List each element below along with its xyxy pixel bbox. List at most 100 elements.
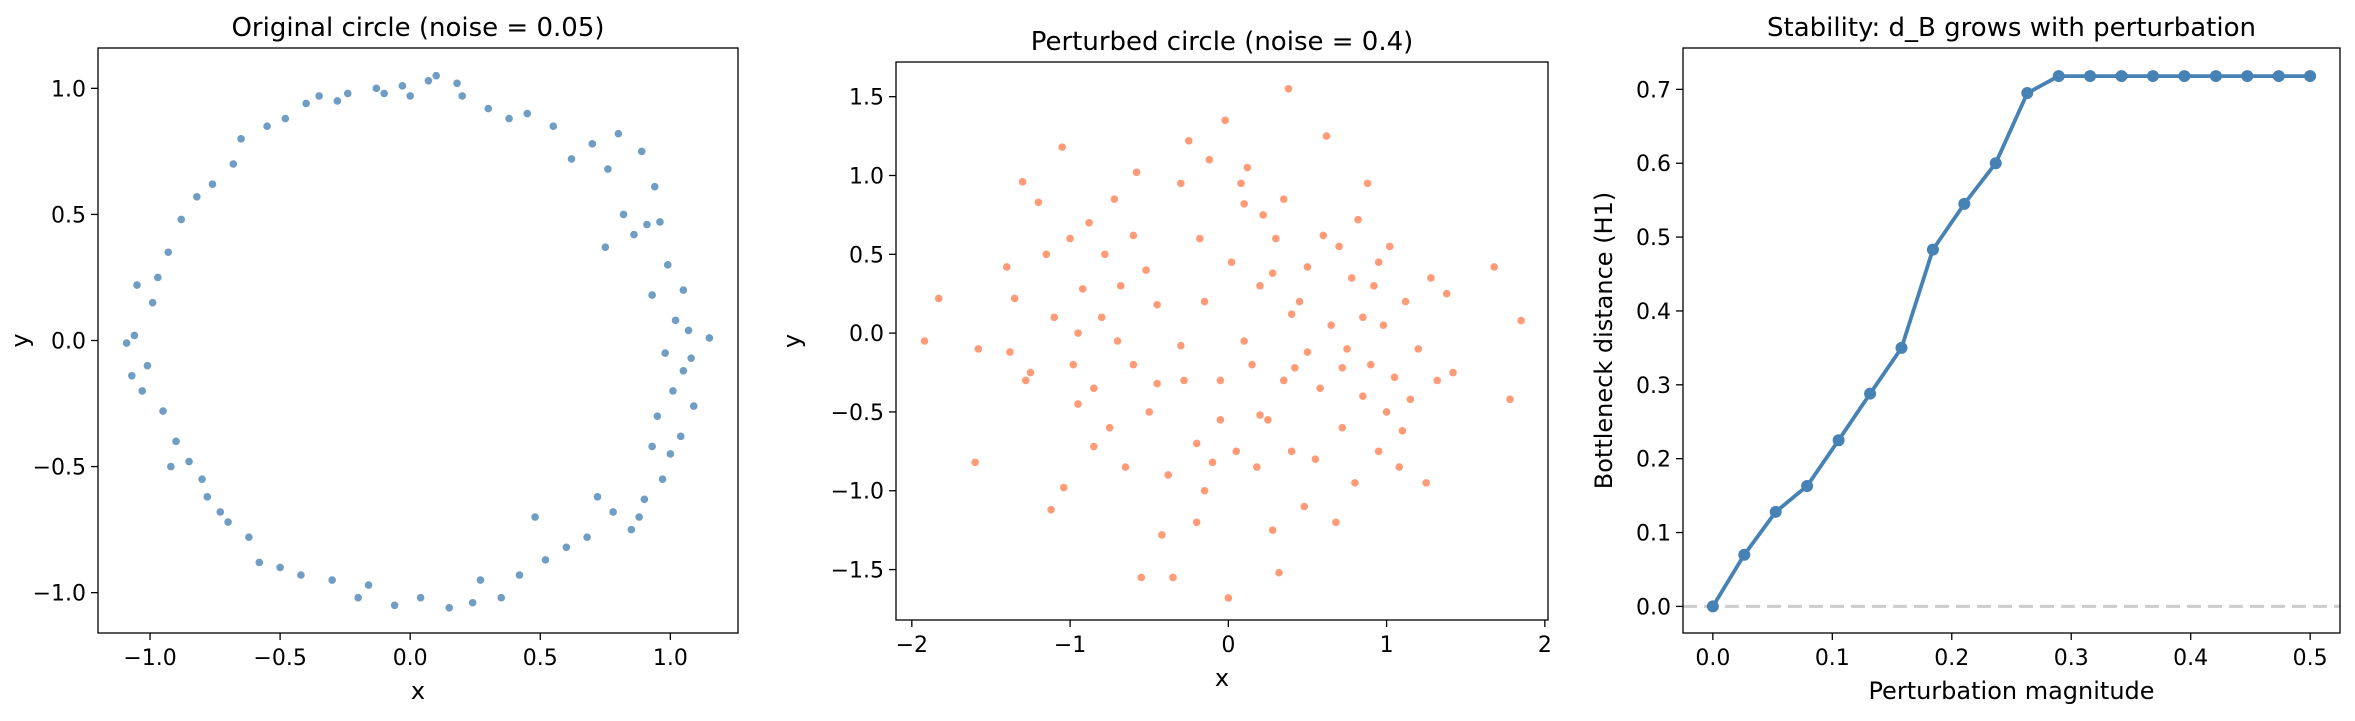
data-point — [648, 291, 656, 299]
data-point — [1401, 297, 1410, 306]
data-point — [1090, 384, 1098, 393]
data-point — [1517, 316, 1525, 325]
x-tick-label: 0.1 — [1815, 646, 1850, 671]
data-point — [122, 339, 131, 347]
data-point — [1050, 313, 1059, 322]
series-marker — [1706, 600, 1719, 613]
y-tick-label: 0.4 — [1636, 300, 1671, 325]
data-point — [159, 407, 167, 415]
data-point — [684, 326, 693, 335]
data-point — [1101, 250, 1109, 259]
data-point — [1359, 392, 1367, 400]
data-point — [333, 97, 342, 105]
series-marker — [1864, 387, 1877, 400]
data-point — [1058, 143, 1066, 151]
data-point — [1177, 341, 1185, 350]
data-point — [656, 218, 664, 226]
series-line — [1711, 74, 2311, 608]
data-point — [614, 129, 623, 138]
chart-panel-2: Perturbed circle (noise = 0.4) −2 −1 0 1 2 −1.… — [778, 27, 1552, 692]
data-point — [1395, 463, 1404, 471]
data-point — [1338, 363, 1347, 372]
data-point — [637, 147, 646, 156]
data-point — [630, 230, 638, 239]
data-point — [934, 294, 943, 303]
data-point — [276, 563, 284, 572]
data-point — [177, 215, 186, 224]
data-point — [1227, 258, 1236, 266]
x-tick-label: 0 — [1221, 633, 1235, 658]
data-point — [1343, 345, 1351, 353]
y-tick-label: 0.5 — [51, 203, 86, 228]
x-tick-label: 0.5 — [2293, 646, 2328, 671]
data-point — [354, 593, 362, 602]
data-point — [138, 387, 147, 395]
data-point — [679, 366, 688, 375]
data-point — [130, 331, 139, 340]
data-point — [505, 114, 513, 123]
data-point — [1374, 258, 1383, 266]
x-tick-label: −1 — [1054, 633, 1086, 658]
data-point — [1192, 518, 1201, 527]
data-point — [1232, 447, 1241, 456]
data-point — [1303, 348, 1312, 356]
y-tick-label: 0.0 — [51, 330, 86, 355]
data-point — [1153, 300, 1161, 309]
data-point — [1275, 568, 1283, 577]
data-point — [1047, 505, 1055, 514]
data-point — [1259, 211, 1267, 219]
data-point — [1145, 408, 1154, 416]
data-point — [1272, 234, 1280, 243]
data-point — [671, 316, 680, 325]
data-point — [1284, 84, 1293, 93]
y-axis-label: y — [778, 334, 806, 348]
data-point — [523, 109, 532, 118]
series-marker — [1895, 341, 1908, 354]
data-point — [640, 495, 649, 504]
data-point — [604, 165, 612, 173]
data-point — [593, 493, 602, 501]
data-point — [416, 593, 425, 602]
data-point — [148, 298, 157, 307]
data-point — [1240, 337, 1248, 345]
data-point — [255, 558, 264, 567]
data-point — [1287, 447, 1296, 456]
series-marker — [1738, 548, 1751, 561]
data-point — [1359, 313, 1367, 322]
data-point — [619, 210, 628, 219]
y-tick-label: 0.0 — [1636, 595, 1671, 620]
y-tick-label: −1.0 — [33, 582, 86, 607]
data-point — [476, 576, 485, 584]
y-tick-label: 0.7 — [1636, 78, 1671, 103]
data-point — [1074, 400, 1082, 408]
chart-title: Perturbed circle (noise = 0.4) — [1031, 27, 1414, 57]
data-point — [1021, 376, 1030, 385]
data-point — [1366, 360, 1375, 369]
y-tick-label: −1.0 — [831, 480, 884, 505]
data-point — [458, 92, 467, 100]
data-point — [549, 122, 558, 130]
data-point — [1002, 263, 1011, 271]
data-point — [562, 543, 571, 552]
series-marker — [2178, 70, 2191, 83]
chart-panel-3: Stability: d_B grows with perturbation 0.… — [1590, 13, 2341, 705]
data-point — [315, 92, 323, 100]
data-point — [302, 99, 310, 108]
data-point — [920, 337, 929, 345]
data-point — [648, 442, 656, 451]
data-point — [263, 122, 271, 130]
data-point — [208, 180, 217, 188]
data-point — [167, 462, 175, 471]
y-tick-label: 1.5 — [849, 86, 884, 111]
data-point — [1142, 266, 1150, 274]
data-point — [445, 603, 454, 612]
series-marker — [1989, 157, 2002, 170]
series-marker — [1801, 480, 1814, 493]
data-point — [1279, 195, 1288, 203]
data-point — [1300, 502, 1309, 511]
series-marker — [1769, 505, 1782, 518]
chart-title: Stability: d_B grows with perturbation — [1767, 13, 2256, 43]
chart-title: Original circle (noise = 0.05) — [231, 13, 604, 43]
data-point — [364, 581, 373, 589]
series-marker — [2021, 87, 2034, 100]
